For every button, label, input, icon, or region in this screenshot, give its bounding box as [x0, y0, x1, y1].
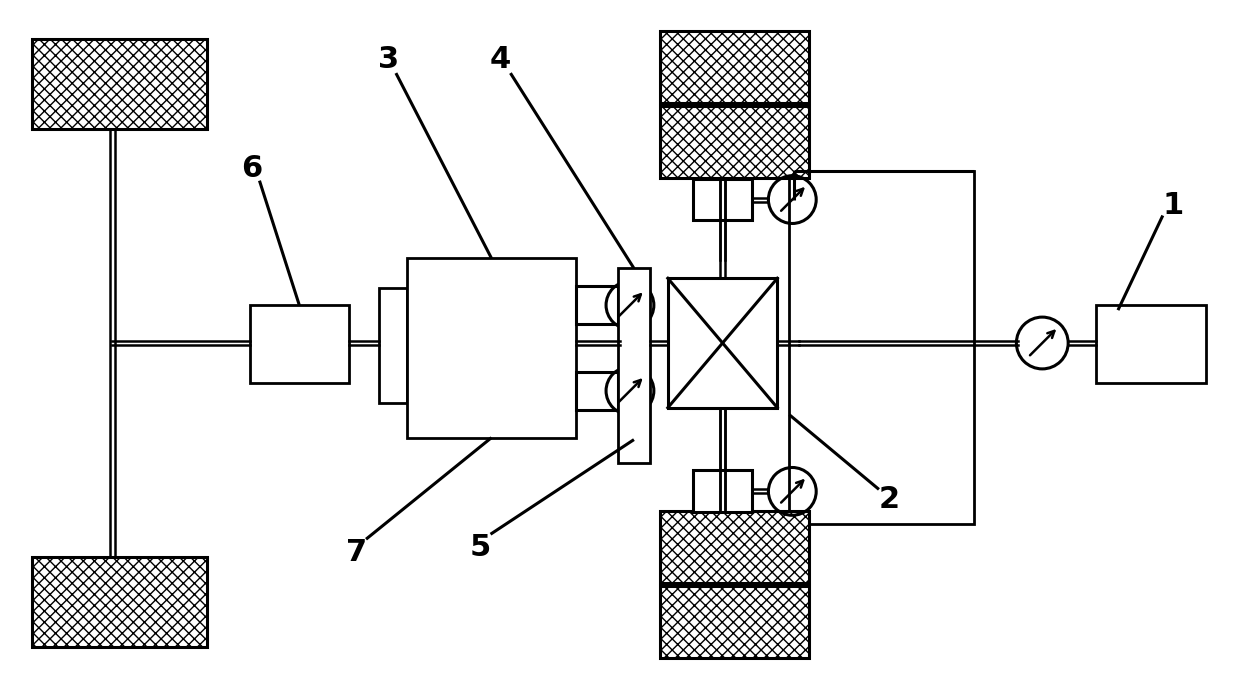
Bar: [618, 269, 650, 462]
Text: 4: 4: [490, 45, 511, 74]
Text: 1: 1: [1162, 191, 1183, 220]
Bar: [790, 171, 973, 524]
Bar: [32, 39, 207, 129]
Text: 2: 2: [878, 485, 899, 514]
Bar: [693, 179, 753, 221]
Bar: [660, 511, 810, 583]
Bar: [407, 258, 577, 438]
Bar: [668, 278, 777, 408]
Bar: [577, 286, 618, 324]
Bar: [660, 106, 810, 177]
Text: 6: 6: [241, 154, 262, 183]
Bar: [1096, 305, 1205, 383]
Bar: [660, 32, 810, 103]
Bar: [249, 305, 350, 383]
Bar: [379, 288, 407, 403]
Text: 5: 5: [470, 533, 491, 562]
Bar: [32, 557, 207, 647]
Bar: [660, 586, 810, 658]
Text: 7: 7: [346, 538, 367, 566]
Bar: [577, 372, 618, 410]
Text: 3: 3: [378, 45, 399, 74]
Bar: [693, 471, 753, 512]
